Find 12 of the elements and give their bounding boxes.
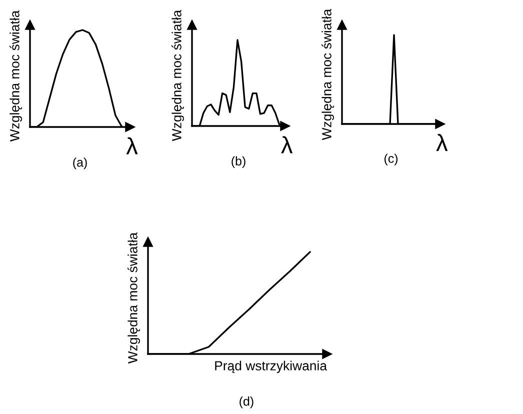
x-axis-title: Prąd wstrzykiwania bbox=[215, 360, 328, 374]
x-axis-title: λ bbox=[436, 134, 448, 152]
y-axis-title: Względna moc światła bbox=[128, 232, 140, 364]
text: (c) bbox=[384, 154, 398, 166]
y-axis-title: Względna moc światła bbox=[322, 8, 334, 140]
y-axis-title: Względna moc światła bbox=[10, 10, 22, 142]
y-axis-title: Względna moc światła bbox=[172, 10, 184, 142]
text: (a) bbox=[73, 158, 87, 170]
x-axis-title: λ bbox=[281, 136, 293, 154]
text: (b) bbox=[232, 156, 246, 168]
text: (d) bbox=[240, 396, 254, 408]
x-axis-title: λ bbox=[126, 137, 138, 154]
